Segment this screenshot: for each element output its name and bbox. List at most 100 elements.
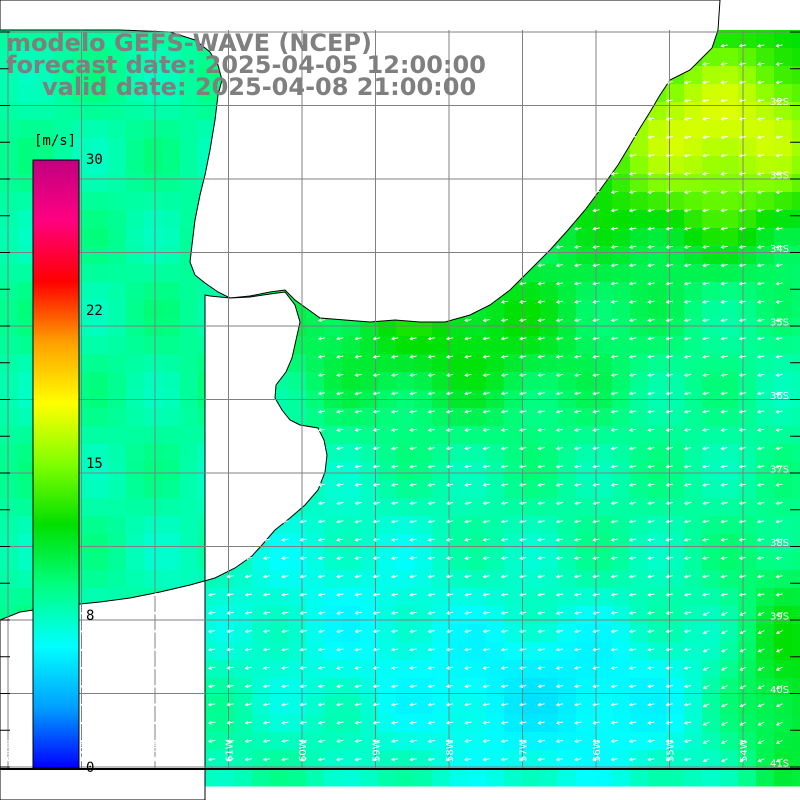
wind-cell <box>702 246 721 265</box>
wind-arrow <box>537 702 545 707</box>
wind-arrow <box>721 630 728 635</box>
wind-arrow <box>262 647 271 652</box>
wind-arrow <box>555 592 564 597</box>
wind-arrow <box>409 629 417 634</box>
wind-cell <box>0 246 19 265</box>
wind-cell <box>684 102 703 121</box>
wind-arrow <box>775 537 783 542</box>
wind-arrow <box>482 318 490 323</box>
wind-cell <box>432 336 451 355</box>
wind-cell <box>450 714 469 733</box>
wind-cell <box>756 516 775 535</box>
wind-arrow <box>482 537 490 542</box>
wind-cell <box>450 750 469 769</box>
wind-arrow <box>409 592 417 597</box>
wind-arrow <box>665 446 673 451</box>
wind-arrow <box>500 757 509 762</box>
wind-cell <box>162 318 181 337</box>
wind-cell <box>702 84 721 103</box>
wind-arrow <box>482 391 490 396</box>
wind-arrow <box>464 647 472 652</box>
wind-arrow <box>775 483 783 487</box>
wind-cell <box>738 156 757 175</box>
colorbar-tick-8: 8 <box>86 608 95 624</box>
wind-arrow <box>537 336 545 341</box>
wind-cell <box>612 210 631 229</box>
wind-arrow <box>757 226 765 231</box>
wind-cell <box>540 552 559 571</box>
wind-arrow <box>757 501 765 506</box>
wind-arrow <box>610 592 618 597</box>
wind-cell <box>486 660 505 679</box>
wind-cell <box>594 534 613 553</box>
wind-cell <box>792 372 800 391</box>
wind-arrow <box>555 611 564 615</box>
wind-cell <box>522 552 541 571</box>
wind-arrow <box>189 666 198 670</box>
wind-arrow <box>647 281 655 286</box>
wind-arrow <box>262 556 271 561</box>
wind-cell <box>378 516 397 535</box>
wind-arrow <box>592 592 600 597</box>
wind-cell <box>576 336 595 355</box>
wind-arrow <box>482 483 490 487</box>
wind-arrow <box>482 373 490 378</box>
wind-cell <box>756 444 775 463</box>
wind-cell <box>198 120 217 139</box>
wind-arrow <box>574 318 582 323</box>
wind-arrow <box>171 684 179 689</box>
wind-arrow <box>519 647 527 652</box>
wind-arrow <box>500 446 509 451</box>
wind-arrow <box>537 574 545 579</box>
wind-cell <box>18 516 37 535</box>
wind-arrow <box>445 684 454 689</box>
wind-cell <box>144 444 163 463</box>
wind-arrow <box>555 409 564 414</box>
wind-cell <box>702 210 721 229</box>
wind-arrow <box>409 409 417 414</box>
wind-cell <box>144 138 163 157</box>
wind-arrow <box>244 574 252 579</box>
wind-cell <box>756 282 775 301</box>
wind-cell <box>288 552 307 571</box>
wind-cell <box>54 138 73 157</box>
wind-cell <box>630 660 649 679</box>
lat-label: 39S <box>770 612 789 623</box>
wind-arrow <box>317 391 326 396</box>
wind-cell <box>540 444 559 463</box>
wind-cell <box>378 768 397 787</box>
wind-cell <box>792 192 800 211</box>
wind-arrow <box>647 373 655 378</box>
wind-arrow <box>244 556 252 561</box>
wind-arrow <box>519 373 527 378</box>
wind-arrow <box>775 226 783 231</box>
wind-arrow <box>482 684 490 689</box>
wind-arrow <box>665 428 673 432</box>
wind-arrow <box>574 574 582 579</box>
wind-cell <box>792 588 800 607</box>
wind-arrow <box>683 409 692 414</box>
wind-cell <box>108 462 127 481</box>
wind-cell <box>306 516 325 535</box>
wind-cell <box>594 300 613 319</box>
wind-arrow <box>482 757 490 762</box>
wind-cell <box>180 192 199 211</box>
wind-cell <box>108 516 127 535</box>
wind-cell <box>756 84 775 103</box>
wind-cell <box>612 336 631 355</box>
wind-cell <box>594 264 613 283</box>
wind-cell <box>504 498 523 517</box>
wind-cell <box>612 408 631 427</box>
wind-cell <box>378 588 397 607</box>
wind-cell <box>540 264 559 283</box>
wind-arrow <box>683 629 692 634</box>
wind-arrow <box>720 409 728 414</box>
wind-cell <box>774 84 793 103</box>
wind-arrow <box>208 720 216 725</box>
wind-cell <box>342 552 361 571</box>
wind-cell <box>720 120 739 139</box>
wind-cell <box>468 660 487 679</box>
wind-cell <box>720 30 739 49</box>
wind-arrow <box>208 647 216 652</box>
